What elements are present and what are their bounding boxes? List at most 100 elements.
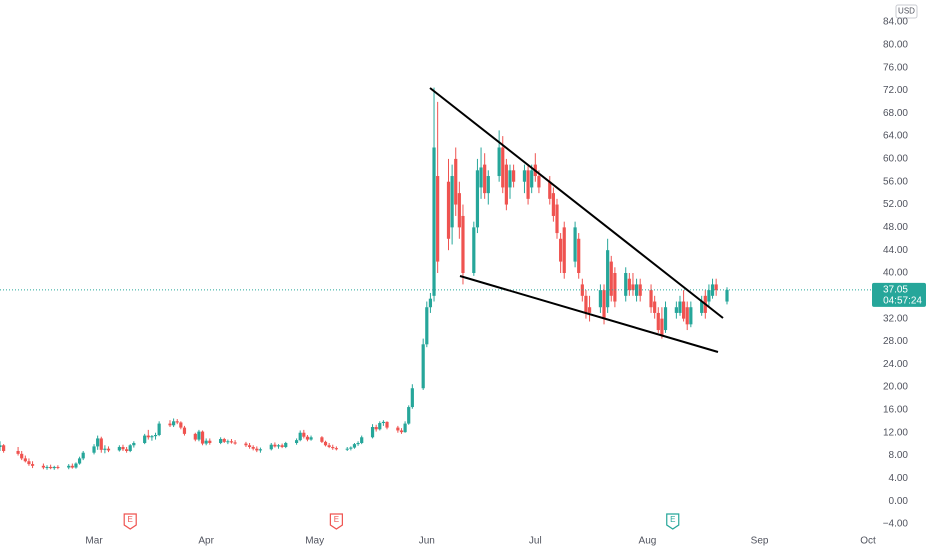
candle-body [609, 261, 613, 296]
y-tick-label: 60.00 [883, 154, 908, 165]
candle-body [378, 423, 382, 430]
candle-body [49, 466, 53, 469]
candle-body [175, 421, 179, 423]
candle-body [298, 432, 302, 441]
candle-body [551, 193, 555, 216]
candle-body [559, 238, 563, 262]
candle-body [352, 444, 357, 448]
candle-body [606, 250, 610, 308]
y-tick-label: 32.00 [883, 313, 908, 324]
candle-body [685, 307, 689, 325]
trend-line-upper [429, 87, 724, 319]
x-tick-label: Sep [751, 536, 769, 547]
y-tick-label: 76.00 [883, 62, 908, 73]
candle-body [522, 170, 527, 182]
candle-body [461, 215, 465, 273]
candle-body [52, 466, 56, 469]
candle-body [92, 446, 96, 453]
y-tick-label: 56.00 [883, 176, 908, 187]
candle-body [410, 388, 414, 408]
candle-body [323, 441, 328, 446]
candle-body [587, 307, 592, 313]
candle-body [157, 423, 161, 436]
candle-body [385, 421, 389, 428]
candle-body [475, 170, 480, 228]
event-label: E [128, 515, 133, 524]
candle-body [403, 423, 407, 433]
candle-body [208, 440, 212, 443]
y-tick-label: 48.00 [883, 222, 908, 233]
event-marker [329, 513, 343, 530]
candle-body [103, 448, 107, 450]
x-tick-label: Oct [860, 536, 876, 547]
event-marker [666, 513, 680, 530]
y-tick-label: 84.00 [883, 17, 908, 28]
y-tick-label: 24.00 [883, 359, 908, 370]
candle-body [584, 295, 588, 313]
candle-body [425, 307, 429, 345]
candle-body [504, 164, 508, 205]
candle-body [457, 193, 461, 228]
candle-body [81, 452, 85, 459]
candle-body [349, 447, 353, 449]
candle-body [360, 437, 364, 443]
candle-body [537, 176, 541, 188]
candle-body [99, 438, 103, 450]
candle-body [222, 439, 226, 442]
candle-body [309, 437, 313, 440]
candle-body [233, 442, 237, 444]
candle-body [200, 431, 205, 444]
candle-body [446, 181, 451, 239]
candle-body [121, 446, 125, 450]
candle-body [689, 307, 693, 325]
candle-body [302, 432, 306, 437]
trend-line-lower [459, 275, 719, 353]
y-tick-label: 40.00 [883, 268, 908, 279]
currency-label: USD [898, 7, 915, 16]
candle-body [598, 290, 603, 308]
candle-body [168, 423, 172, 426]
candle-body [305, 436, 310, 440]
candle-body [653, 301, 657, 313]
candle-body [128, 445, 132, 451]
candle-body [674, 307, 678, 313]
candle-body [96, 438, 100, 447]
candle-body [512, 170, 516, 182]
y-tick-label: 68.00 [883, 108, 908, 119]
candle-body [526, 170, 530, 199]
y-tick-label: 72.00 [883, 85, 908, 96]
candle-body [197, 431, 201, 440]
candle-body [624, 273, 628, 296]
plot [0, 87, 872, 470]
candle-body [255, 448, 259, 451]
candle-body [16, 450, 20, 454]
candle-body [124, 449, 129, 451]
candle-body [41, 465, 46, 468]
y-tick-label: −4.00 [883, 519, 909, 530]
candle-body [74, 463, 78, 468]
candle-body [20, 453, 24, 459]
candle-body [226, 441, 230, 443]
candle-body [244, 443, 248, 446]
candle-body [251, 446, 255, 449]
candle-body [627, 278, 631, 291]
x-tick-label: Aug [639, 536, 657, 547]
candle-body [56, 466, 60, 468]
candle-body [374, 427, 378, 430]
y-tick-label: 52.00 [883, 199, 908, 210]
candle-body [399, 430, 404, 433]
candle-body [294, 440, 299, 443]
x-tick-label: Jul [529, 536, 542, 547]
candle-body [345, 448, 349, 450]
y-tick-label: 12.00 [883, 427, 908, 438]
countdown-label: 04:57:24 [883, 295, 922, 306]
candle-body [381, 421, 385, 424]
candle-body [2, 445, 6, 451]
y-tick-label: 44.00 [883, 245, 908, 256]
last-price-label: 37.05 [883, 284, 908, 295]
candle-body [602, 290, 606, 319]
currency-box [895, 4, 918, 19]
candle-body [269, 444, 273, 450]
candle-body [573, 227, 577, 262]
